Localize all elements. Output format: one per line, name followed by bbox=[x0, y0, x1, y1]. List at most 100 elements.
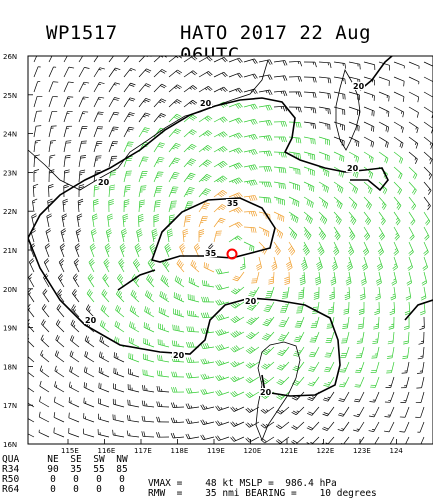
wind-barb bbox=[228, 57, 243, 64]
wind-barb bbox=[215, 359, 230, 366]
wind-barb bbox=[325, 331, 335, 343]
lat-label: 26N bbox=[3, 53, 17, 61]
lat-label: 17N bbox=[3, 402, 17, 410]
wind-barb bbox=[419, 301, 426, 316]
wind-barb bbox=[333, 151, 345, 162]
wind-barb bbox=[408, 106, 419, 118]
wind-barb bbox=[215, 420, 230, 426]
wind-barb bbox=[142, 353, 155, 363]
wind-barb bbox=[321, 436, 335, 444]
wind-barb bbox=[408, 151, 418, 165]
wind-barb bbox=[166, 228, 174, 243]
wind-barb bbox=[170, 432, 185, 439]
wind-barb bbox=[363, 181, 373, 195]
isotach-label-bg bbox=[97, 178, 110, 186]
wind-barb bbox=[93, 96, 105, 108]
wind-barb bbox=[153, 156, 165, 168]
wind-barb bbox=[284, 271, 290, 286]
wind-barb bbox=[200, 434, 215, 441]
wind-barb bbox=[48, 169, 55, 183]
wind-barb bbox=[121, 228, 128, 243]
wind-barb bbox=[172, 324, 185, 333]
wind-barb bbox=[273, 181, 286, 190]
wind-barb bbox=[288, 76, 303, 82]
wind-barb bbox=[318, 166, 330, 177]
wind-barb bbox=[32, 183, 39, 198]
wind-barb bbox=[318, 106, 331, 115]
wind-barb bbox=[265, 286, 275, 298]
wind-barb bbox=[258, 120, 273, 126]
wind-barb bbox=[33, 96, 43, 108]
wind-barb bbox=[353, 391, 365, 403]
wind-barb bbox=[188, 277, 200, 288]
wind-barb bbox=[38, 429, 50, 438]
wind-barb bbox=[281, 286, 290, 299]
wind-barb bbox=[297, 286, 305, 300]
wind-barb bbox=[78, 169, 86, 183]
lat-label: 20N bbox=[3, 286, 17, 294]
axis-ticks bbox=[28, 55, 397, 445]
wind-barb bbox=[87, 273, 95, 288]
wind-barb bbox=[370, 361, 380, 373]
wind-barb bbox=[393, 76, 405, 87]
wind-barb bbox=[71, 304, 80, 318]
wind-barb bbox=[83, 428, 95, 438]
wind-barb bbox=[215, 344, 230, 351]
wind-barb bbox=[153, 113, 166, 123]
wind-barb bbox=[293, 331, 305, 343]
wind-barb bbox=[243, 103, 258, 110]
wind-barb bbox=[101, 289, 110, 303]
wind-barb bbox=[183, 99, 198, 108]
wind-barb bbox=[28, 273, 35, 288]
lat-label: 19N bbox=[3, 325, 17, 333]
wind-barb bbox=[348, 151, 359, 163]
wind-barb bbox=[285, 256, 293, 271]
wind-barb bbox=[415, 406, 425, 418]
wind-barb bbox=[318, 91, 332, 99]
wind-barb bbox=[168, 56, 183, 63]
wind-barb bbox=[215, 389, 230, 396]
lon-label: 121E bbox=[280, 447, 298, 455]
wind-barb bbox=[288, 166, 301, 175]
wind-barb bbox=[378, 226, 385, 241]
wind-barb bbox=[306, 421, 320, 431]
wind-barb bbox=[133, 258, 141, 273]
wind-barb bbox=[28, 334, 35, 348]
wind-barb bbox=[230, 390, 245, 397]
wind-barb bbox=[73, 258, 80, 273]
wind-barb bbox=[60, 228, 67, 243]
wind-barb bbox=[333, 181, 344, 194]
wind-barb bbox=[28, 288, 35, 303]
vmax-line: VMAX = 48 kt MSLP = 986.4 hPa bbox=[148, 478, 337, 489]
quad-header-value: SW bbox=[93, 454, 105, 465]
wind-barb bbox=[386, 361, 395, 374]
wind-barb bbox=[108, 67, 121, 78]
wind-barb bbox=[230, 436, 245, 442]
wind-barb bbox=[138, 185, 147, 198]
wind-barb bbox=[69, 350, 80, 363]
wind-barb bbox=[179, 243, 186, 258]
wind-barb bbox=[168, 84, 182, 93]
wind-barb bbox=[363, 196, 372, 210]
wind-barb bbox=[371, 346, 380, 359]
wind-barb bbox=[98, 398, 110, 408]
wind-barb bbox=[318, 181, 329, 193]
wind-barb bbox=[357, 316, 365, 330]
wind-barb bbox=[331, 256, 338, 271]
wind-barb bbox=[348, 226, 356, 241]
wind-barb bbox=[185, 387, 200, 394]
wind-barb bbox=[123, 199, 130, 213]
wind-barb bbox=[93, 141, 103, 153]
wind-barb bbox=[78, 155, 87, 168]
lon-label: 115E bbox=[61, 447, 79, 455]
wind-barb bbox=[338, 376, 350, 388]
wind-barb bbox=[378, 121, 390, 133]
wind-barb bbox=[84, 351, 95, 363]
lon-label: 124 bbox=[390, 447, 404, 455]
wind-barb bbox=[337, 406, 350, 417]
wind-barb bbox=[273, 151, 287, 158]
quad-header-value: NE bbox=[47, 454, 59, 465]
wind-barb bbox=[327, 301, 335, 315]
wind-barb bbox=[63, 96, 74, 108]
